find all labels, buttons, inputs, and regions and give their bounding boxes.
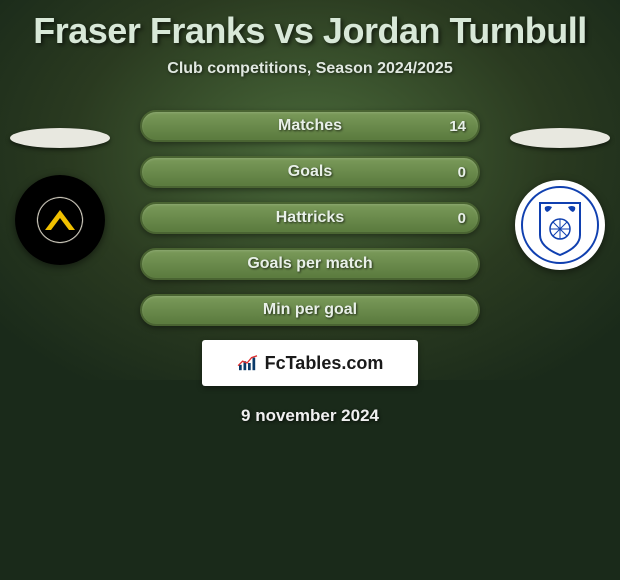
- stat-right-value: 14: [449, 118, 466, 135]
- stat-row-matches: Matches 14: [140, 110, 480, 142]
- stat-row-min-per-goal: Min per goal: [140, 294, 480, 326]
- stat-right-value: 0: [458, 210, 466, 227]
- stat-label: Hattricks: [276, 209, 344, 227]
- club-badge-left-text: [15, 175, 105, 265]
- page-title: Fraser Franks vs Jordan Turnbull: [0, 0, 620, 52]
- club-badge-right: [515, 180, 605, 270]
- chart-icon: [237, 354, 259, 372]
- brand-name: FcTables.com: [265, 353, 384, 374]
- club-badge-left: [15, 175, 105, 265]
- player-photo-slot-left: [10, 128, 110, 148]
- stat-label: Goals: [288, 163, 332, 181]
- brand-logo[interactable]: FcTables.com: [202, 340, 418, 386]
- stat-right-value: 0: [458, 164, 466, 181]
- date: 9 november 2024: [0, 406, 620, 426]
- subtitle: Club competitions, Season 2024/2025: [0, 60, 620, 78]
- stats-bars: Matches 14 Goals 0 Hattricks 0 Goals per…: [140, 110, 480, 326]
- stat-label: Matches: [278, 117, 342, 135]
- stat-label: Goals per match: [247, 255, 372, 273]
- stat-row-goals: Goals 0: [140, 156, 480, 188]
- stat-row-hattricks: Hattricks 0: [140, 202, 480, 234]
- player-photo-slot-right: [510, 128, 610, 148]
- stat-label: Min per goal: [263, 301, 357, 319]
- stat-row-goals-per-match: Goals per match: [140, 248, 480, 280]
